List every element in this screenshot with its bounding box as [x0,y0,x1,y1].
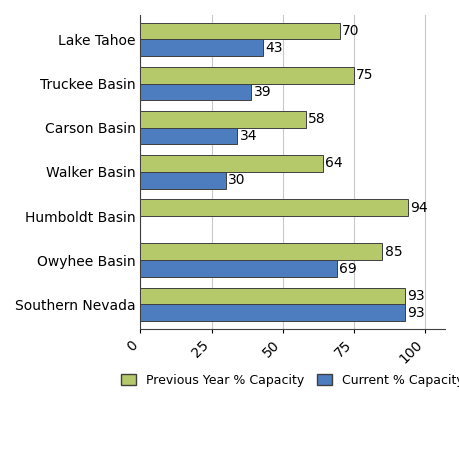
Text: 58: 58 [307,112,325,126]
Bar [140,111,305,128]
Legend: Previous Year % Capacity, Current % Capacity: Previous Year % Capacity, Current % Capa… [116,369,459,392]
Text: 70: 70 [341,24,358,38]
Bar [140,23,339,39]
Bar [140,128,237,145]
Bar [140,67,353,84]
Bar [140,260,336,277]
Bar [140,84,251,100]
Text: 69: 69 [338,261,356,276]
Bar [140,288,404,304]
Bar [140,155,322,172]
Text: 93: 93 [407,289,424,303]
Text: 75: 75 [355,68,373,82]
Text: 85: 85 [384,245,402,259]
Text: 34: 34 [239,129,257,143]
Bar [140,243,381,260]
Text: 30: 30 [228,173,245,187]
Text: 94: 94 [409,201,427,215]
Text: 64: 64 [324,157,342,170]
Text: 93: 93 [407,306,424,320]
Bar [140,304,404,321]
Bar [140,39,262,56]
Bar [140,172,225,188]
Text: 39: 39 [253,85,271,99]
Text: 43: 43 [264,41,282,55]
Bar [140,199,407,216]
